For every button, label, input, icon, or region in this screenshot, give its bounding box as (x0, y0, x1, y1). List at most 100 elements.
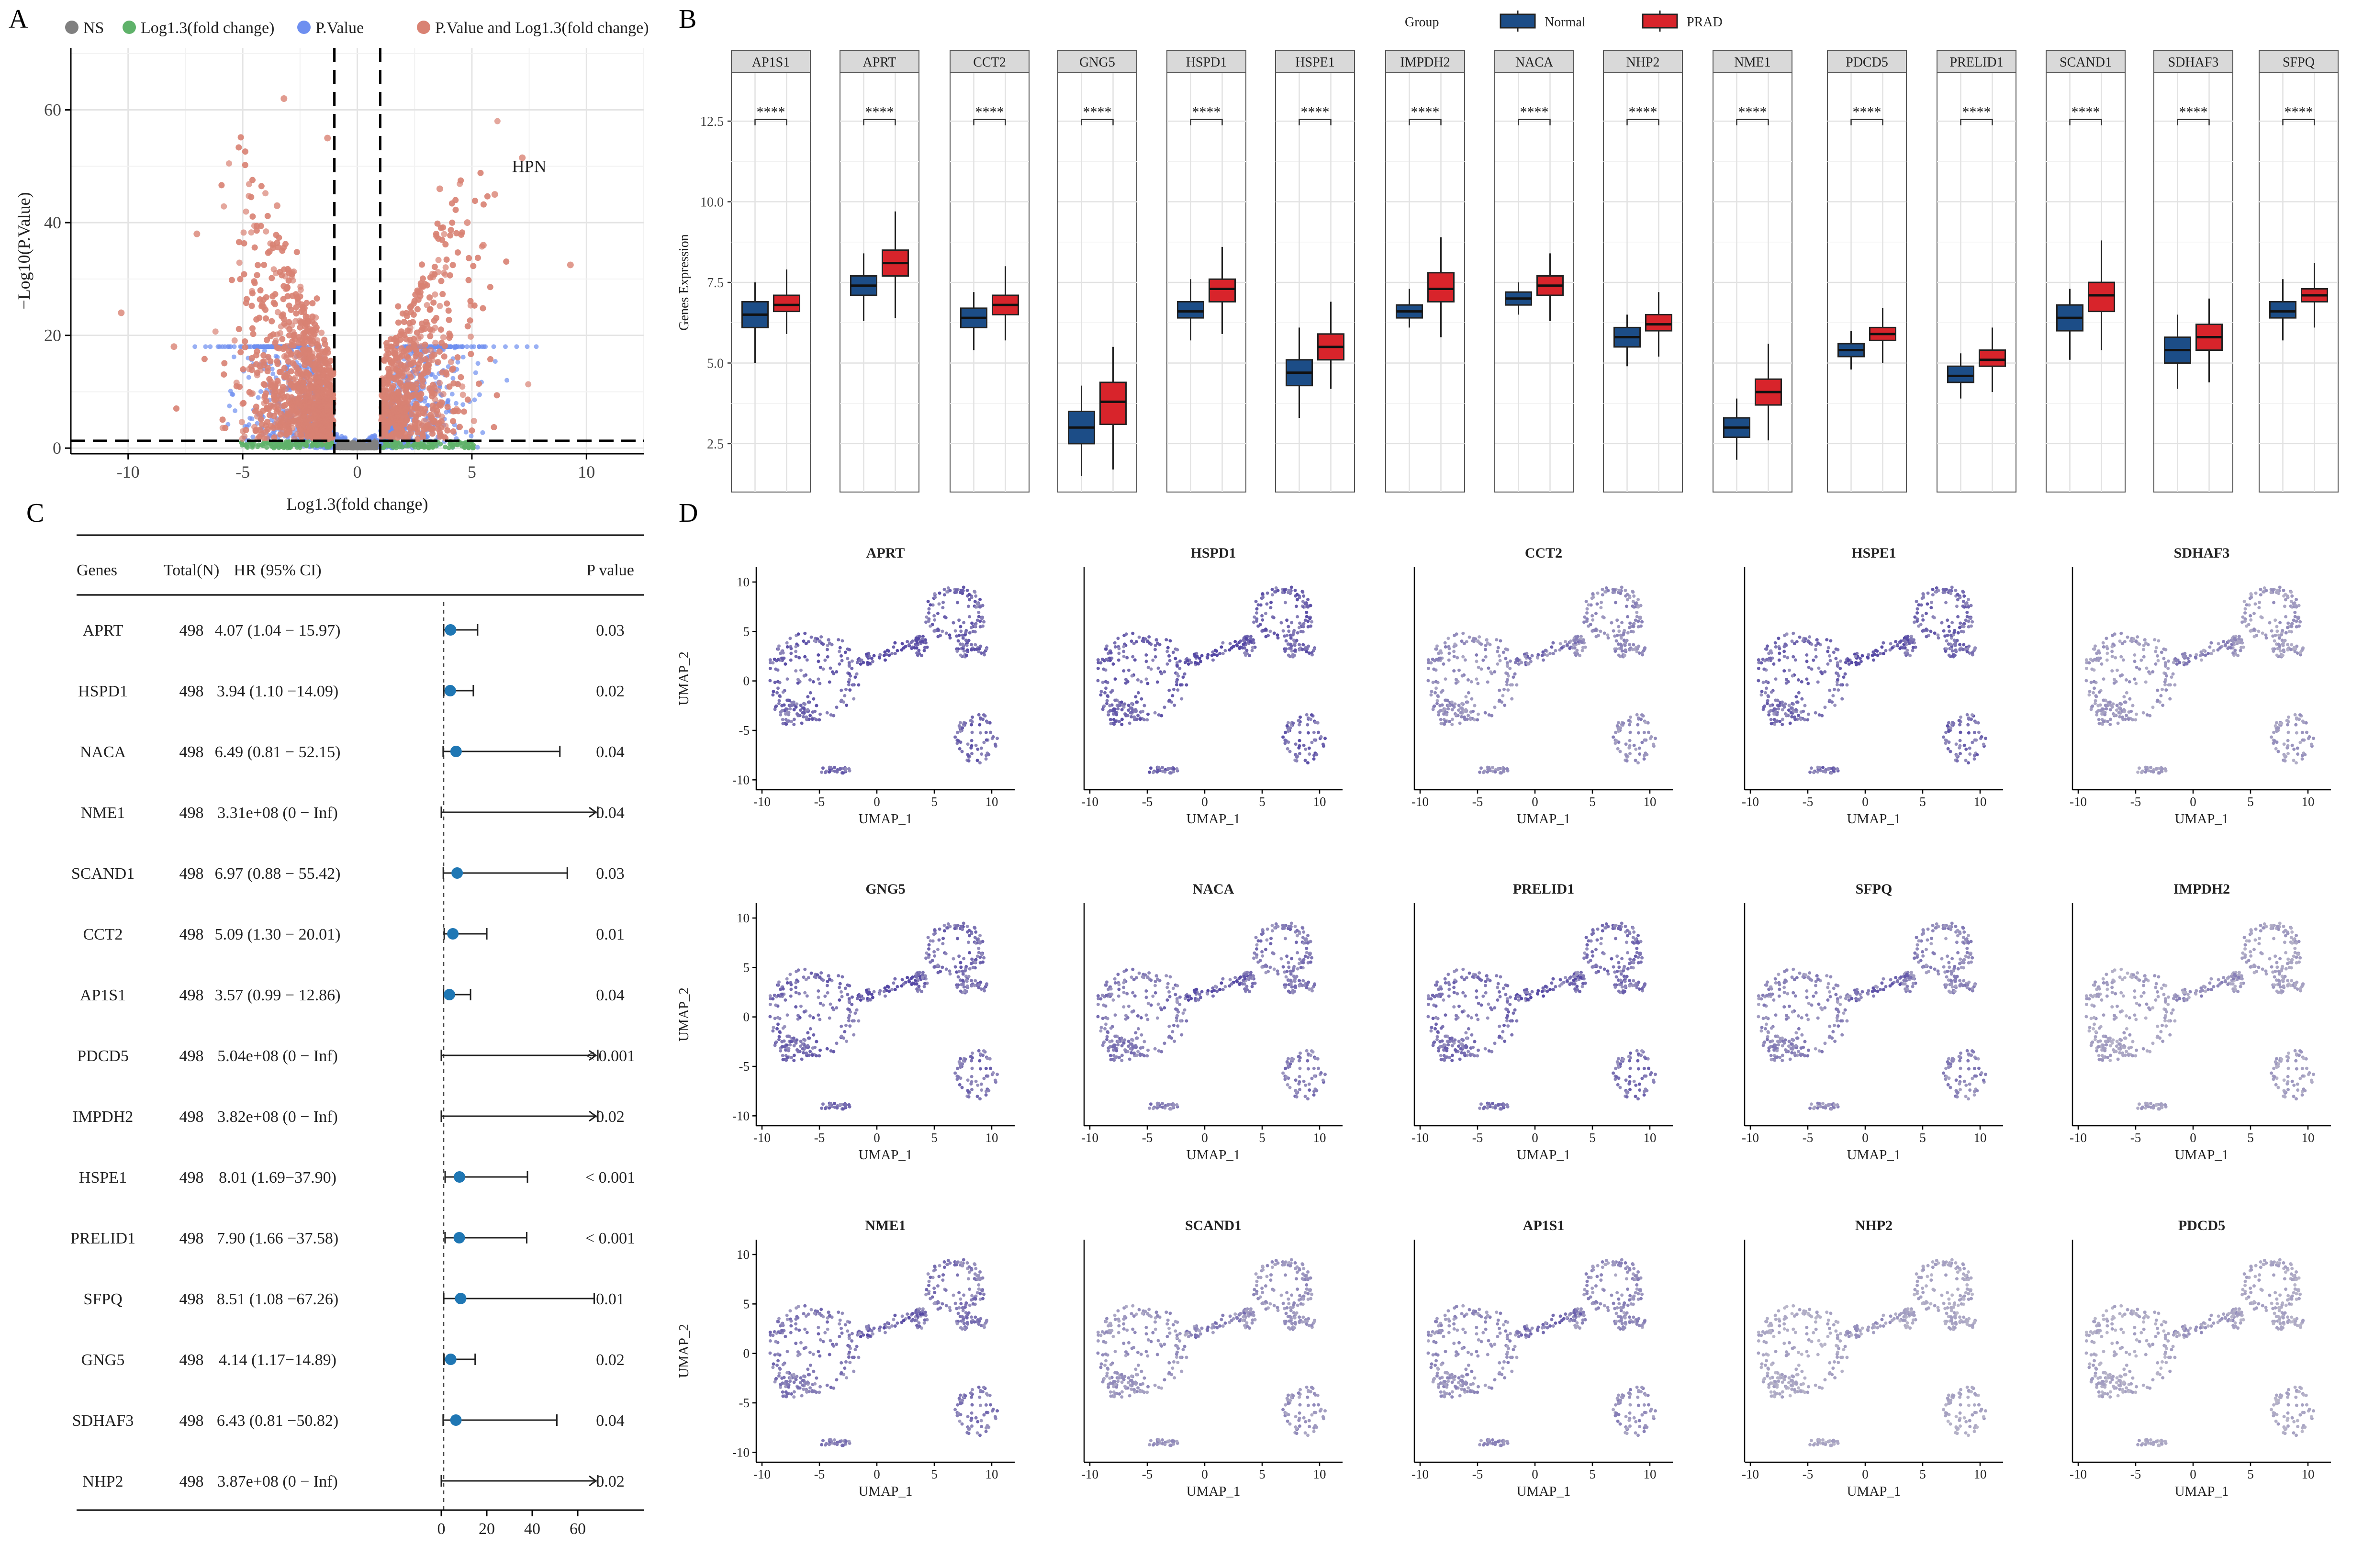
point-pvalue (475, 445, 480, 450)
point-significant (437, 380, 443, 386)
point-pvalue (477, 344, 482, 349)
point-pvalue (477, 392, 482, 397)
point-significant (248, 229, 255, 236)
point-significant (439, 236, 446, 243)
point-fc-only (418, 444, 423, 449)
point-significant (262, 190, 269, 197)
point-significant (436, 348, 443, 355)
point-significant (318, 329, 325, 336)
point-pvalue (504, 378, 510, 383)
point-fc-only (314, 443, 319, 448)
point-significant (240, 229, 247, 236)
point-significant (263, 398, 269, 404)
point-significant (242, 162, 248, 168)
point-pvalue (464, 344, 470, 349)
point-significant (238, 419, 245, 426)
point-significant (414, 306, 421, 313)
point-fc-only (287, 442, 292, 447)
point-significant (446, 316, 452, 323)
point-significant (248, 367, 255, 373)
point-pvalue (472, 397, 477, 403)
point-significant (431, 271, 438, 278)
point-pvalue (203, 344, 208, 349)
point-significant (444, 403, 451, 410)
point-pvalue (217, 344, 222, 349)
point-pvalue (270, 371, 276, 377)
point-pvalue (222, 344, 227, 349)
point-significant (212, 328, 219, 335)
point-fc-only (293, 441, 298, 447)
point-ns (370, 442, 376, 448)
point-pvalue (233, 408, 238, 414)
point-significant (427, 326, 434, 333)
point-significant (222, 425, 229, 431)
point-significant (441, 353, 448, 360)
point-fc-only (414, 441, 419, 447)
point-significant (249, 325, 256, 332)
point-significant (235, 325, 242, 332)
point-significant (414, 436, 421, 442)
point-pvalue (480, 430, 485, 435)
point-pvalue (503, 344, 508, 349)
point-significant (440, 269, 447, 276)
point-pvalue (449, 392, 455, 397)
point-significant (418, 320, 425, 327)
point-pvalue (514, 344, 519, 349)
point-significant (397, 336, 403, 343)
point-ns (358, 446, 363, 451)
point-significant (449, 219, 456, 226)
points-layer (118, 95, 574, 451)
point-pvalue (460, 402, 466, 407)
point-significant (469, 427, 475, 434)
point-pvalue (493, 359, 498, 364)
point-pvalue (450, 376, 456, 381)
point-fc-only (255, 444, 260, 449)
point-pvalue (229, 392, 235, 397)
point-pvalue (473, 370, 478, 375)
point-significant (441, 231, 448, 237)
point-significant (293, 249, 300, 256)
point-significant (493, 392, 500, 399)
point-significant (459, 392, 466, 398)
point-fc-only (244, 442, 249, 447)
point-significant (250, 331, 257, 337)
point-pvalue (455, 359, 460, 365)
point-pvalue (246, 375, 251, 380)
point-significant (398, 328, 405, 335)
point-significant (246, 389, 253, 395)
point-significant (243, 208, 249, 215)
point-pvalue (463, 429, 469, 435)
point-significant (467, 333, 474, 340)
point-fc-only (470, 444, 476, 449)
panel-label-a: A (9, 4, 28, 34)
point-significant (440, 391, 447, 397)
point-pvalue (192, 344, 198, 349)
point-pvalue (256, 395, 261, 400)
point-significant (277, 431, 284, 438)
point-significant (263, 315, 269, 322)
point-significant (468, 351, 474, 358)
point-pvalue (491, 344, 496, 349)
point-significant (450, 408, 457, 414)
point-significant (261, 261, 268, 268)
point-significant (459, 229, 466, 236)
point-significant (452, 197, 459, 203)
point-significant (410, 311, 417, 318)
point-pvalue (249, 416, 255, 422)
point-significant (270, 266, 277, 273)
point-significant (297, 287, 304, 293)
point-significant (269, 275, 275, 281)
point-pvalue (475, 361, 481, 366)
point-significant (258, 416, 264, 423)
point-significant (487, 356, 494, 362)
point-significant (435, 257, 442, 263)
point-ns (344, 442, 349, 447)
point-pvalue (258, 389, 263, 394)
point-pvalue (534, 344, 539, 349)
point-significant (383, 340, 390, 347)
point-pvalue (238, 344, 243, 349)
point-significant (458, 374, 464, 381)
point-significant (254, 370, 261, 376)
point-significant (221, 360, 228, 367)
